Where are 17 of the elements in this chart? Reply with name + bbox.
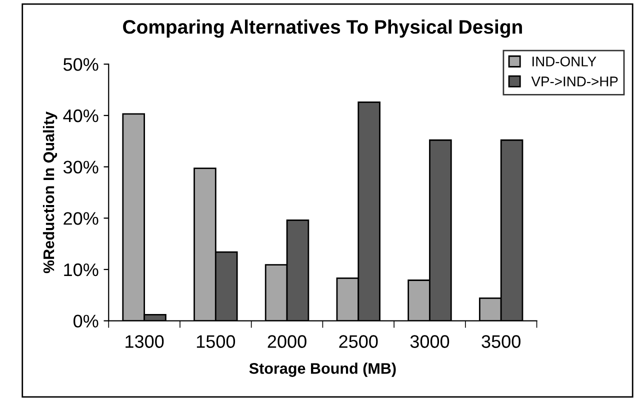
- legend-label: IND-ONLY: [532, 56, 596, 66]
- x-tick-label: 3000: [410, 335, 450, 348]
- y-tick-label: 30%: [63, 160, 98, 174]
- y-tick-label: 20%: [64, 212, 98, 225]
- chart-title: Comparing Alternatives To Physical Design: [123, 20, 522, 38]
- x-tick-label: 2000: [268, 335, 306, 348]
- x-tick-label: 1500: [196, 335, 236, 348]
- y-tick-label: 50%: [63, 58, 98, 71]
- legend-label: VP->IND->HP: [531, 76, 618, 86]
- y-tick-label: 0%: [74, 314, 98, 328]
- x-tick-label: 2500: [339, 335, 378, 348]
- x-axis-title: Storage Bound (MB): [249, 362, 396, 377]
- y-axis-title: %Reduction In Quality: [42, 111, 58, 274]
- x-tick-label: 3500: [482, 335, 520, 348]
- y-tick-label: 40%: [63, 109, 98, 122]
- y-tick-label: 10%: [64, 263, 98, 276]
- x-tick-label: 1300: [126, 335, 164, 348]
